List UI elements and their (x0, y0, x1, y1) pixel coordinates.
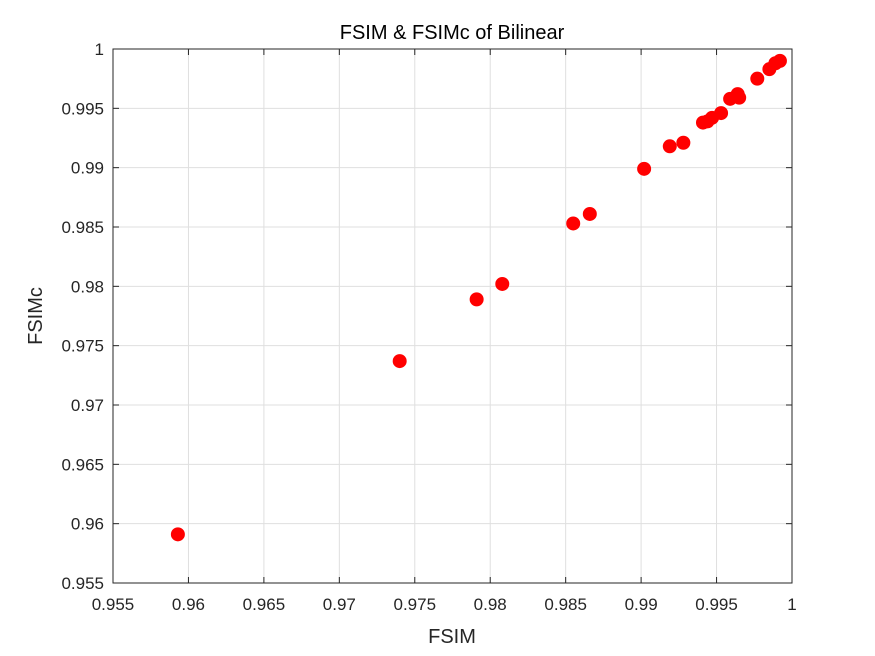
scatter-point (732, 90, 747, 105)
x-tick-label: 0.965 (243, 595, 286, 614)
y-tick-label: 0.98 (71, 277, 104, 296)
axes-box (112, 48, 793, 584)
chart-title: FSIM & FSIMc of Bilinear (340, 22, 565, 44)
y-tick-label: 0.985 (61, 218, 104, 237)
y-tick-label: 0.995 (61, 99, 104, 118)
y-tick-label: 1 (95, 40, 104, 59)
scatter-point (676, 135, 691, 150)
scatter-point (469, 292, 484, 307)
plot-area (113, 49, 792, 583)
y-tick-label: 0.955 (61, 574, 104, 593)
x-axis-label: FSIM (428, 626, 476, 648)
x-tick-label: 0.975 (394, 595, 437, 614)
scatter-point (566, 216, 581, 231)
axes (112, 48, 793, 584)
y-tick-label: 0.975 (61, 337, 104, 356)
y-tick-label: 0.99 (71, 159, 104, 178)
x-tick-label: 0.985 (544, 595, 587, 614)
data-points (170, 53, 787, 542)
x-tick-label: 1 (787, 595, 796, 614)
scatter-point (662, 139, 677, 154)
scatter-point (637, 161, 652, 176)
scatter-point (582, 206, 597, 221)
x-tick-label: 0.99 (625, 595, 658, 614)
tick-labels: 0.955 0.96 0.965 0.97 0.975 0.98 0.985 0.99 0.99… (61, 40, 796, 614)
scatter-point (750, 71, 765, 86)
scatter-point (495, 276, 510, 291)
scatter-point (772, 53, 787, 68)
x-tick-label: 0.995 (695, 595, 738, 614)
scatter-point (170, 527, 185, 542)
y-tick-label: 0.97 (71, 396, 104, 415)
scatter-point (392, 354, 407, 369)
y-tick-label: 0.96 (71, 515, 104, 534)
y-tick-label: 0.965 (61, 455, 104, 474)
x-tick-label: 0.98 (474, 595, 507, 614)
y-axis-label: FSIMc (25, 287, 47, 345)
x-tick-label: 0.97 (323, 595, 356, 614)
x-tick-label: 0.955 (92, 595, 135, 614)
x-tick-label: 0.96 (172, 595, 205, 614)
scatter-point (714, 106, 729, 121)
